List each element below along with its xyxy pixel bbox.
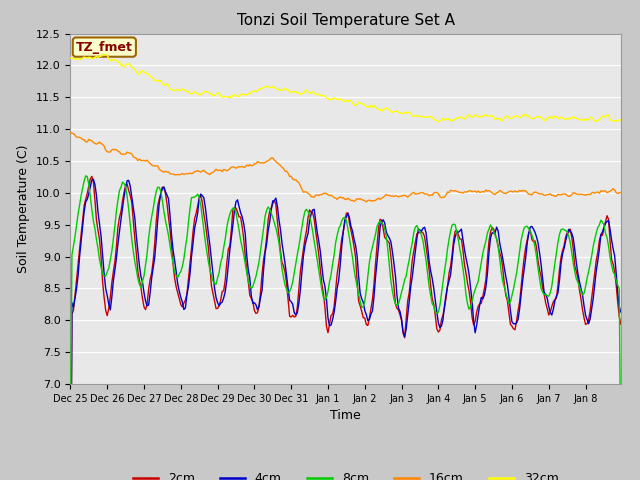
Text: TZ_fmet: TZ_fmet (76, 41, 132, 54)
X-axis label: Time: Time (330, 409, 361, 422)
Title: Tonzi Soil Temperature Set A: Tonzi Soil Temperature Set A (237, 13, 454, 28)
Legend: 2cm, 4cm, 8cm, 16cm, 32cm: 2cm, 4cm, 8cm, 16cm, 32cm (127, 467, 564, 480)
Y-axis label: Soil Temperature (C): Soil Temperature (C) (17, 144, 30, 273)
